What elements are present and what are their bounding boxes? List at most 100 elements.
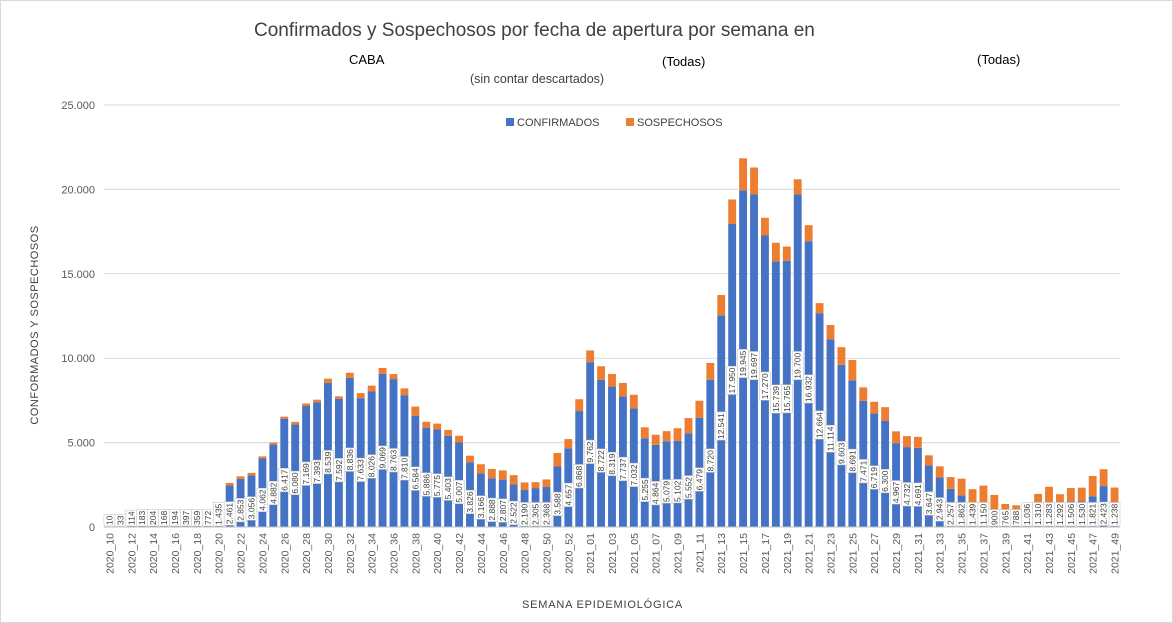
data-label: 8.763: [389, 449, 399, 471]
data-label: 4.967: [891, 482, 901, 504]
bar-sospechosos: [979, 485, 988, 508]
bar-sospechosos: [1077, 487, 1086, 502]
bar-sospechosos: [258, 456, 267, 459]
bar-sospechosos: [444, 429, 453, 436]
data-label: 5.886: [421, 474, 431, 496]
bar-sospechosos: [389, 374, 398, 380]
data-label: 788: [1011, 511, 1021, 525]
data-label: 6.080: [290, 472, 300, 494]
data-label: 3.588: [552, 493, 562, 515]
x-tick-label: 2021_25: [847, 533, 859, 574]
data-label: 33: [115, 515, 125, 525]
bar-sospechosos: [717, 295, 726, 316]
data-label: 6.868: [574, 465, 584, 487]
legend-swatch-confirmados: [506, 118, 514, 126]
data-label: 5.255: [640, 479, 650, 501]
x-tick-label: 2020_30: [323, 533, 335, 574]
x-tick-label: 2021_27: [869, 533, 881, 574]
x-tick-label: 2021_15: [738, 533, 750, 574]
data-label: 8.720: [705, 450, 715, 472]
bar-sospechosos: [225, 482, 234, 486]
bar-sospechosos: [728, 199, 737, 225]
x-tick-label: 2020_46: [498, 533, 510, 574]
bar-sospechosos: [881, 407, 890, 421]
chart-subtitle: (sin contar descartados): [470, 72, 605, 86]
data-label: 5.552: [683, 477, 693, 499]
data-label: 7.737: [618, 458, 628, 480]
x-tick-label: 2021_37: [978, 533, 990, 574]
data-label: 1.862: [957, 503, 967, 525]
x-tick-label: 2021_45: [1066, 533, 1078, 574]
bar-sospechosos: [564, 439, 573, 449]
x-tick-label: 2021_11: [694, 533, 706, 573]
data-label-box: [715, 411, 727, 441]
legend-swatch-sospechosos: [626, 118, 634, 126]
bar-sospechosos: [1045, 486, 1053, 506]
x-tick-label: 2021_49: [1110, 533, 1122, 574]
x-tick-label: 2021_07: [651, 533, 663, 574]
data-label: 12.664: [815, 412, 825, 438]
x-tick-label: 2020_36: [389, 533, 401, 574]
data-label: 16.932: [804, 376, 814, 402]
data-label: 9.069: [378, 447, 388, 469]
bar-sospechosos: [236, 476, 245, 479]
data-label: 7.393: [312, 461, 322, 483]
data-label: 2.943: [935, 499, 945, 521]
x-tick-label: 2020_12: [126, 533, 138, 574]
bar-sospechosos: [520, 482, 529, 491]
bar-sospechosos: [859, 387, 868, 401]
bar-sospechosos: [870, 401, 879, 414]
legend-label-sospechosos: SOSPECHOSOS: [637, 117, 723, 129]
x-tick-label: 2021_17: [760, 533, 772, 574]
bar-sospechosos: [324, 378, 332, 383]
x-tick-label: 2020_50: [541, 533, 553, 574]
bar-sospechosos: [1034, 493, 1042, 505]
data-label-box: [824, 424, 837, 453]
data-label: 2.368: [541, 503, 551, 525]
x-tick-label: 2021_03: [607, 533, 619, 574]
x-tick-label: 2020_10: [104, 533, 116, 574]
data-label-box: [802, 374, 815, 404]
data-label: 8.539: [323, 451, 333, 473]
bar-sospechosos: [433, 423, 442, 430]
data-label: 900: [989, 511, 999, 525]
data-label: 3.166: [476, 497, 486, 519]
bar-sospechosos: [356, 393, 365, 399]
x-tick-label: 2021_29: [891, 533, 903, 574]
data-label: 6.479: [694, 469, 704, 491]
data-label: 4.062: [257, 489, 267, 511]
bar-sospechosos: [673, 428, 682, 441]
data-label: 5.079: [662, 481, 672, 503]
data-label: 2.853: [236, 499, 246, 521]
bar-sospechosos: [476, 464, 485, 474]
bar-sospechosos: [509, 475, 518, 485]
bar-sospechosos: [750, 167, 758, 195]
data-label: 6.300: [880, 470, 890, 492]
bar-sospechosos: [1099, 469, 1108, 487]
bar-sospechosos: [903, 436, 911, 448]
data-label: 765: [1000, 511, 1010, 525]
data-label: 1.310: [1033, 503, 1043, 525]
x-tick-label: 2020_40: [432, 533, 444, 574]
data-label: 2.190: [520, 503, 530, 525]
bar-sospechosos: [815, 303, 824, 314]
x-tick-label: 2021_23: [825, 533, 837, 574]
bar-sospechosos: [629, 394, 638, 409]
data-label: 2.257: [946, 503, 956, 525]
x-tick-label: 2020_32: [345, 533, 357, 574]
bar-sospechosos: [608, 373, 616, 387]
y-tick-label: 25.000: [61, 100, 95, 112]
data-label: 5.007: [454, 481, 464, 503]
bar-sospechosos: [739, 158, 748, 191]
bar-sospechosos: [793, 179, 802, 195]
data-label: 1.530: [1077, 503, 1087, 525]
data-label-box: [562, 482, 575, 507]
bar-sospechosos: [651, 434, 660, 445]
filter-label-1: (Todas): [662, 54, 706, 69]
x-tick-label: 2020_20: [214, 533, 226, 574]
bar-sospechosos: [345, 372, 354, 378]
data-label: 17.950: [727, 367, 737, 393]
bar-sospechosos: [586, 350, 595, 363]
bar-sospechosos: [302, 403, 311, 406]
